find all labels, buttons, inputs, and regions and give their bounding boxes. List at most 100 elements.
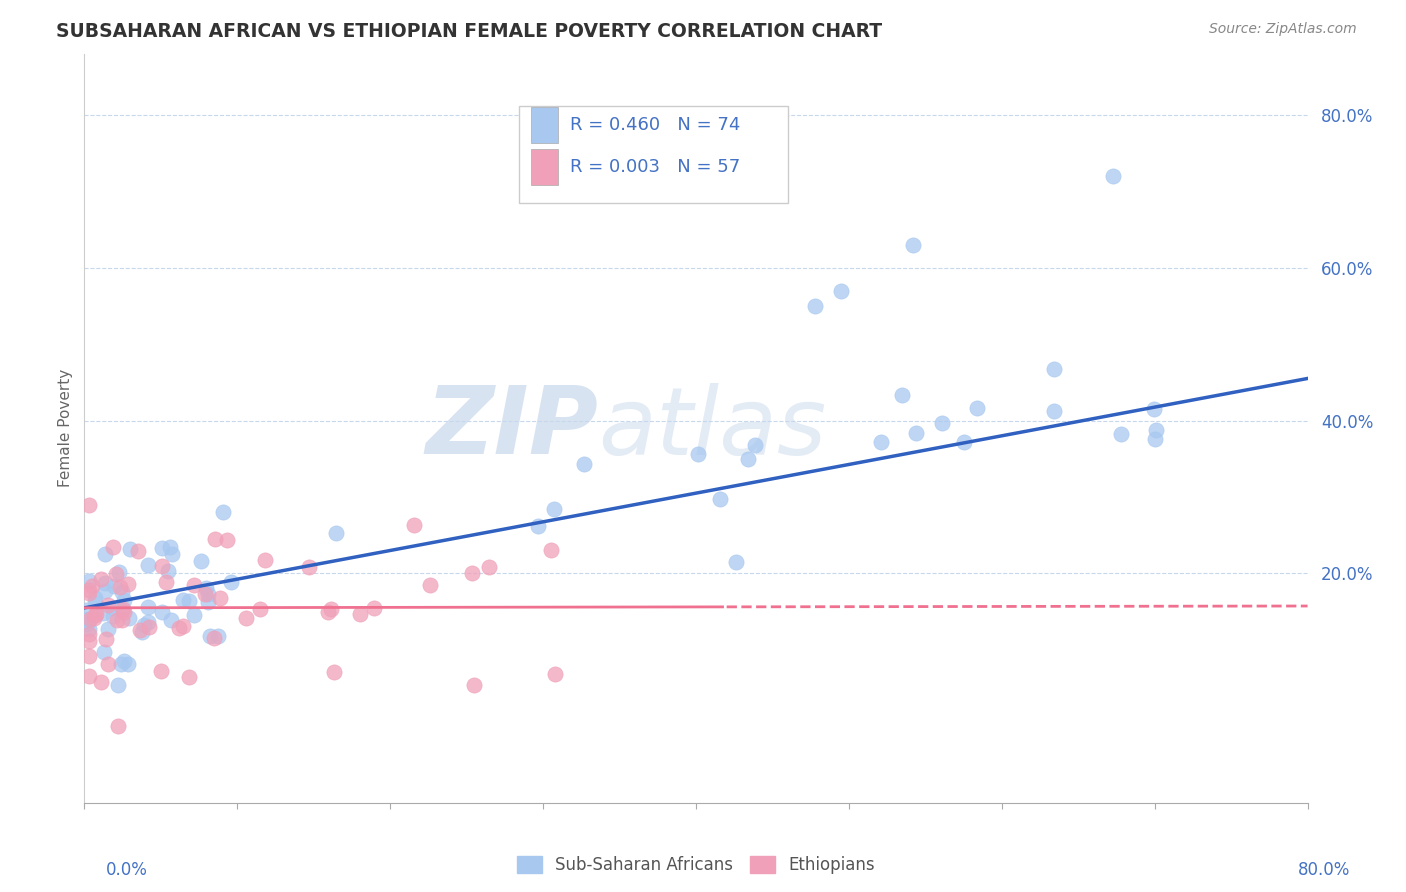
Point (108, 565, 131, 579)
Point (830, 284, 852, 298)
Point (77, 648, 100, 663)
Point (156, 564, 179, 578)
Text: 80.0%: 80.0% (1298, 861, 1350, 879)
Point (77, 623, 100, 637)
Point (77, 574, 100, 588)
Point (207, 629, 229, 643)
Point (167, 621, 190, 635)
Point (107, 719, 129, 733)
Point (202, 631, 225, 645)
Point (83, 607, 105, 622)
Point (110, 585, 132, 599)
Point (1102, 169, 1125, 183)
Point (212, 505, 235, 519)
Point (235, 611, 257, 625)
Point (77, 582, 100, 597)
Point (402, 517, 425, 532)
Point (138, 615, 160, 629)
Point (138, 620, 160, 634)
Point (77, 634, 100, 648)
Y-axis label: Female Poverty: Female Poverty (58, 369, 73, 487)
Point (101, 540, 124, 554)
Point (155, 575, 177, 590)
Point (77, 668, 100, 682)
Point (93, 584, 115, 599)
Point (363, 601, 385, 615)
Point (172, 619, 194, 633)
Point (90, 572, 112, 586)
Point (76, 612, 98, 626)
Point (111, 613, 134, 627)
Point (419, 577, 441, 591)
Point (112, 593, 135, 607)
Point (90, 674, 112, 689)
Point (870, 434, 893, 449)
Point (1043, 361, 1066, 376)
Point (136, 558, 159, 573)
Point (966, 401, 988, 415)
Point (93, 645, 115, 659)
Point (891, 388, 914, 402)
Point (179, 594, 201, 608)
Point (112, 654, 135, 668)
Point (105, 566, 128, 581)
Point (77, 585, 100, 599)
Point (572, 458, 595, 472)
Point (131, 624, 153, 639)
Point (160, 547, 183, 561)
Point (159, 613, 181, 627)
Point (688, 447, 710, 461)
Point (91, 606, 114, 620)
Point (129, 623, 152, 637)
Point (540, 543, 562, 558)
Point (219, 575, 242, 590)
Point (76, 616, 98, 631)
Point (150, 541, 173, 555)
Point (1144, 432, 1167, 446)
Point (953, 434, 976, 449)
Text: atlas: atlas (598, 383, 827, 474)
Legend: Sub-Saharan Africans, Ethiopians: Sub-Saharan Africans, Ethiopians (510, 849, 882, 880)
Point (132, 618, 155, 632)
Point (159, 540, 181, 554)
Text: SUBSAHARAN AFRICAN VS ETHIOPIAN FEMALE POVERTY CORRELATION CHART: SUBSAHARAN AFRICAN VS ETHIOPIAN FEMALE P… (56, 22, 883, 41)
Point (197, 594, 219, 608)
Point (117, 577, 139, 591)
Point (150, 558, 173, 573)
Point (249, 602, 271, 616)
Point (127, 543, 149, 558)
Point (96, 632, 118, 646)
Point (84, 591, 107, 605)
Point (172, 593, 194, 607)
Point (905, 425, 928, 440)
Point (111, 603, 134, 617)
Point (744, 438, 766, 452)
Point (94, 575, 117, 590)
Text: R = 0.460   N = 74: R = 0.460 N = 74 (569, 116, 741, 134)
Point (82, 579, 104, 593)
Point (136, 599, 159, 614)
Point (463, 678, 485, 692)
Point (198, 629, 221, 643)
Bar (531, 150, 558, 186)
Point (349, 607, 371, 622)
Point (101, 601, 124, 615)
Point (76, 614, 98, 628)
Point (1144, 423, 1167, 437)
Point (111, 602, 134, 616)
Point (84, 595, 107, 609)
Point (319, 601, 342, 615)
Point (112, 605, 135, 619)
Point (323, 665, 346, 679)
Point (527, 519, 550, 533)
Point (150, 605, 173, 619)
Point (461, 566, 484, 581)
Point (118, 611, 141, 625)
FancyBboxPatch shape (519, 106, 787, 203)
Point (1143, 402, 1166, 417)
Point (217, 533, 239, 547)
Point (316, 605, 339, 619)
Point (204, 532, 226, 546)
Point (101, 608, 124, 623)
Point (97, 622, 120, 636)
